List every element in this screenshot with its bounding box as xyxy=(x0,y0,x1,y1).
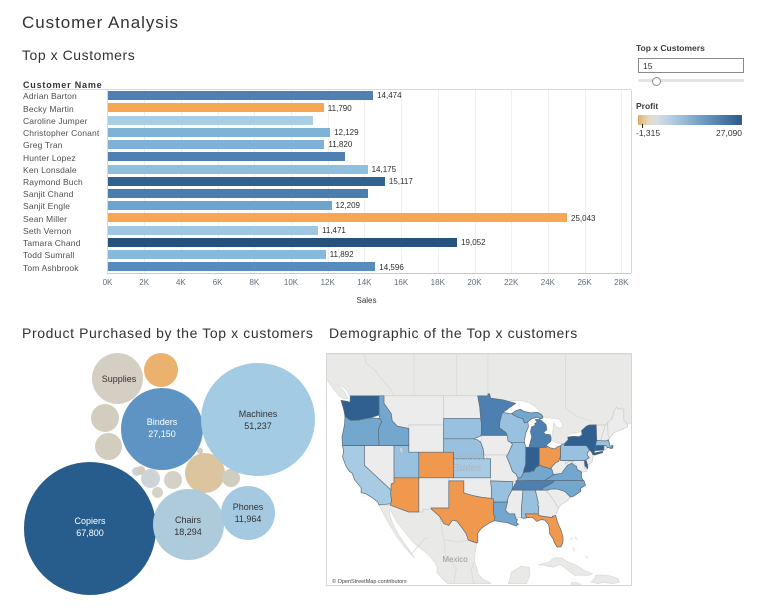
svg-text:© OpenStreetMap contributors: © OpenStreetMap contributors xyxy=(332,578,407,585)
svg-text:Mexico: Mexico xyxy=(442,555,468,564)
svg-text:United: United xyxy=(454,452,483,463)
svg-text:States: States xyxy=(453,463,481,474)
